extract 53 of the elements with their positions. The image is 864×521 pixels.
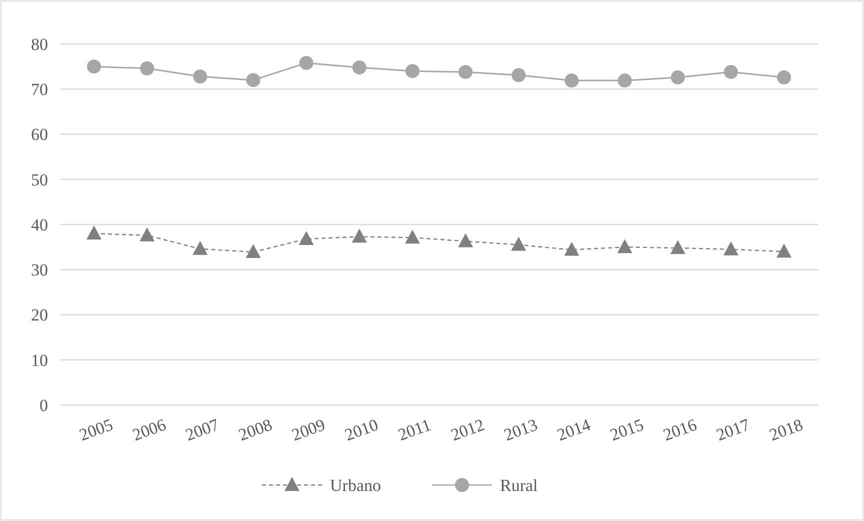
y-tick-label: 60 [31,125,48,144]
y-tick-label: 50 [31,170,48,190]
point [352,228,367,243]
x-tick-label: 2008 [236,415,275,445]
x-tick-label: 2017 [714,414,753,445]
point [404,230,420,244]
point [246,244,261,258]
point [617,239,632,254]
point [192,240,208,255]
point [564,74,579,88]
point [299,56,314,70]
point [458,64,473,79]
y-tick-label: 40 [31,215,48,234]
x-tick-label: 2013 [502,415,540,445]
point [352,60,366,74]
point [777,70,791,84]
legend-label: Rural [500,476,538,495]
point [723,241,738,256]
point [458,233,474,248]
x-tick-label: 2006 [130,415,168,445]
point [670,70,685,84]
x-tick-label: 2016 [660,415,700,445]
point [246,73,260,88]
point [511,236,526,251]
x-tick-label: 2005 [76,415,116,445]
y-tick-label: 10 [31,350,48,370]
point [87,60,101,74]
point [776,244,792,258]
point [140,61,154,76]
point [512,68,526,82]
point [140,227,155,242]
point [298,230,314,245]
x-tick-label: 2014 [554,414,594,445]
x-tick-label: 2007 [183,414,222,445]
point [670,240,686,254]
x-tick-label: 2012 [448,415,487,445]
x-tick-label: 2015 [608,415,646,445]
x-tick-label: 2018 [766,415,806,445]
legend-label: Urbano [330,476,381,495]
x-tick-label: 2010 [342,415,381,445]
x-tick-label: 2009 [289,415,328,445]
point [618,74,632,88]
point [564,242,580,256]
x-tick-label: 2011 [396,415,434,444]
y-tick-label: 20 [31,306,48,325]
y-tick-label: 30 [31,260,48,280]
y-tick-label: 70 [31,80,48,100]
point [86,226,102,240]
y-tick-label: 0 [40,396,48,415]
point [193,69,208,84]
point [724,64,738,79]
point [405,64,420,78]
y-tick-label: 80 [31,34,48,54]
